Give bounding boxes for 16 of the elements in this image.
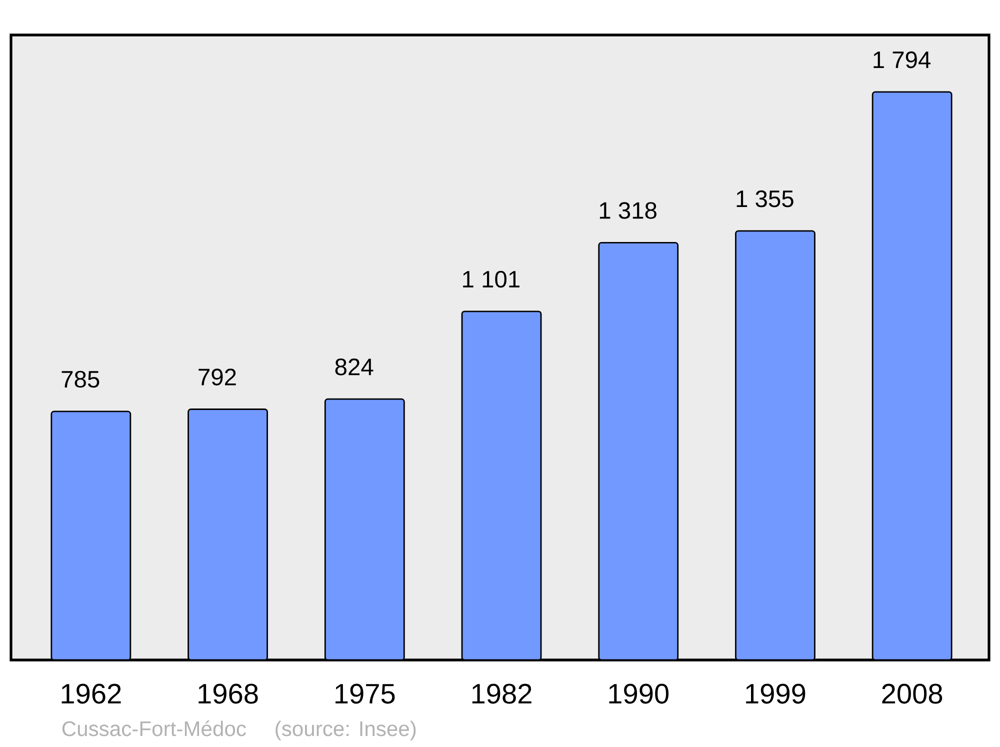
- x-tick-label: 1968: [198, 684, 258, 704]
- data-label: 792: [198, 368, 236, 386]
- text: (source: Insee): [276, 720, 416, 740]
- data-label: 1 318: [600, 202, 656, 219]
- data-label: 785: [62, 370, 100, 388]
- x-tick-label: 1962: [62, 684, 121, 704]
- text: Cussac-Fort-Médoc: [62, 720, 246, 736]
- x-tick-label: 1982: [472, 684, 532, 704]
- data-label: 1 101: [463, 270, 520, 288]
- x-tick-label: 1999: [746, 684, 806, 704]
- data-label: 1 355: [736, 190, 794, 208]
- data-label: 824: [335, 358, 374, 376]
- data-label: 1 794: [874, 51, 931, 68]
- x-tick-label: 1990: [609, 684, 669, 704]
- x-tick-label: 2008: [882, 684, 942, 704]
- x-tick-label: 1975: [336, 684, 395, 704]
